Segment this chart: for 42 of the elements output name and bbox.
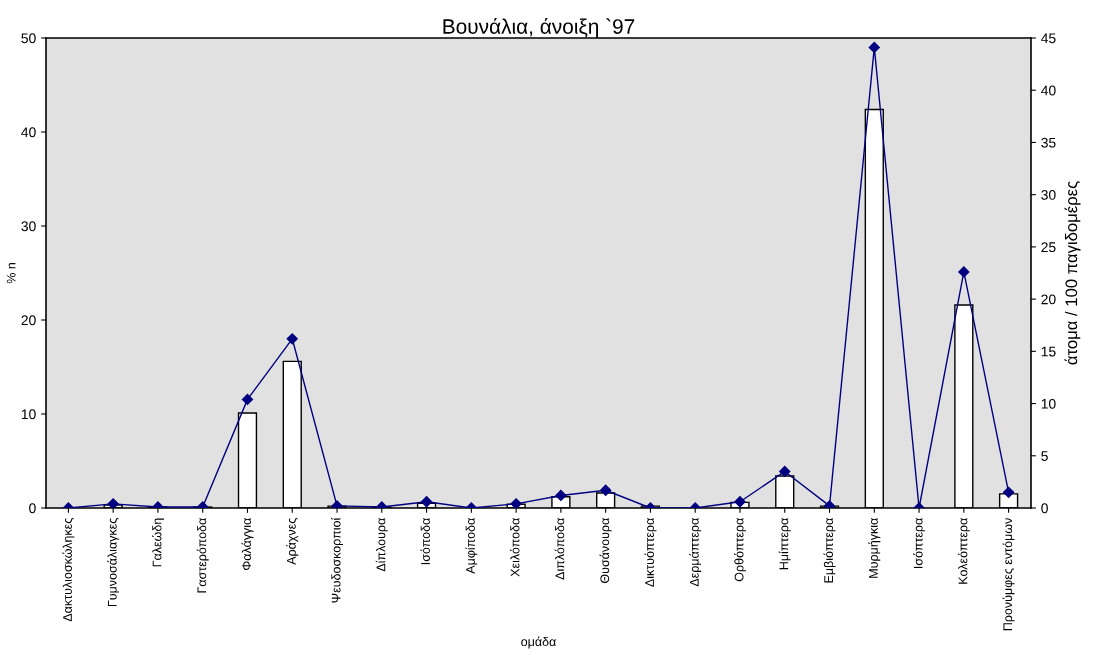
- y2-tick-label: 40: [1041, 85, 1056, 96]
- x-tick-label: Ορθόπτερα: [733, 518, 746, 582]
- x-tick-label: Δερμάπτερα: [689, 518, 702, 587]
- y-axis-title: % n: [6, 263, 16, 284]
- x-tick-label: Προνύμφες εντόμων: [1002, 518, 1015, 631]
- x-tick-label: Αράχνες: [286, 518, 299, 565]
- y-tick-label: 30: [21, 221, 36, 232]
- x-tick-label: Ψευδοσκορπιοί: [331, 517, 344, 603]
- x-tick-label: Ισόποδα: [420, 518, 430, 565]
- x-tick-label: Χειλόποδα: [509, 518, 520, 577]
- y2-tick-label: 15: [1041, 346, 1056, 357]
- x-tick-label: Αμφίποδα: [465, 518, 478, 574]
- x-tick-label: Γαλεώδη: [151, 518, 164, 567]
- y-tick-label: 0: [29, 503, 36, 514]
- x-tick-label: Εμβιόπτερα: [823, 518, 836, 583]
- y2-tick-label: 0: [1041, 503, 1048, 514]
- x-tick-label: Διπλόποδα: [554, 518, 565, 580]
- y2-tick-label: 20: [1041, 294, 1056, 305]
- x-tick-label: Δικτυόπτερα: [644, 518, 657, 587]
- x-tick-label: Θυσάνουρα: [599, 518, 612, 584]
- y-tick-label: 40: [21, 127, 36, 138]
- y2-tick-label: 5: [1041, 451, 1048, 461]
- x-tick-label: Ημίπτερα: [778, 518, 791, 570]
- y2-tick-label: 35: [1041, 137, 1056, 148]
- x-tick-label: Ισόπτερα: [913, 518, 926, 569]
- y2-tick-label: 30: [1041, 190, 1056, 200]
- x-tick-label: Κολεόπτερα: [957, 518, 970, 584]
- x-tick-label: Δίπλουρα: [375, 518, 388, 572]
- x-tick-label: Δακτυλιοσκώληκες: [62, 518, 75, 622]
- y-tick-label: 50: [21, 33, 36, 44]
- x-tick-label: Φαλάγγια: [241, 518, 254, 570]
- y-tick-label: 20: [21, 315, 36, 326]
- y2-tick-label: 45: [1041, 33, 1056, 44]
- x-tick-label: Γυμνοσάλιαγκες: [107, 518, 120, 607]
- chart-title: Βουνάλια, άνοιξη `97: [443, 17, 635, 38]
- x-tick-label: Μυρμήγκια: [868, 518, 881, 578]
- y2-axis-title: άτομα / 100 παγιδομέρες: [1064, 181, 1081, 365]
- y2-tick-label: 25: [1041, 242, 1056, 253]
- x-tick-label: Γαστερόποδα: [196, 518, 209, 593]
- x-axis-title: ομάδα: [521, 636, 556, 649]
- y2-tick-label: 10: [1041, 398, 1056, 409]
- y-tick-label: 10: [21, 409, 36, 420]
